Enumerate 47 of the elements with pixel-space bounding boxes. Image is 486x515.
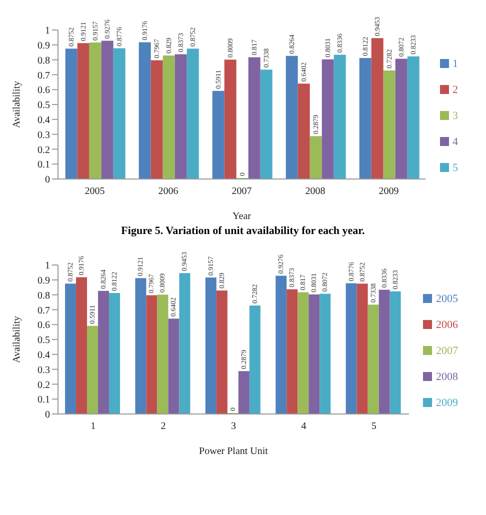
y-tick-label: 0.1 bbox=[38, 394, 50, 406]
legend-label: 3 bbox=[452, 110, 458, 122]
legend-label: 2 bbox=[452, 84, 458, 96]
caption: Figure 5. Variation of unit availability for each year. bbox=[120, 225, 366, 237]
y-tick-label: 0 bbox=[45, 410, 50, 421]
legend-label: 5 bbox=[452, 162, 458, 174]
legend-label: 4 bbox=[452, 136, 458, 148]
x-tick-label: 5 bbox=[371, 421, 376, 432]
x-tick-label: 2008 bbox=[305, 186, 326, 198]
x-tick-label: 2 bbox=[160, 421, 166, 432]
y-axis-title: Availability bbox=[12, 316, 23, 364]
y-tick-label: 0.1 bbox=[38, 160, 50, 171]
legend-label: 2008 bbox=[436, 370, 458, 382]
x-axis-title: Power Plant Unit bbox=[199, 446, 268, 457]
x-tick-label: 4 bbox=[301, 421, 306, 432]
x-tick-label: 2005 bbox=[84, 186, 105, 198]
x-tick-label: 2006 bbox=[158, 186, 178, 198]
y-tick-label: 0.3 bbox=[38, 364, 50, 376]
legend-label: 2005 bbox=[436, 292, 458, 304]
y-tick-label: 0.2 bbox=[38, 380, 50, 391]
y-tick-label: 0.4 bbox=[38, 350, 50, 361]
legend-label: 1 bbox=[452, 58, 458, 70]
y-tick-label: 0.9 bbox=[38, 275, 50, 286]
y-tick-label: 0.7 bbox=[38, 70, 50, 82]
y-tick-label: 0.6 bbox=[38, 320, 50, 332]
legend-label: 2007 bbox=[436, 344, 458, 356]
y-tick-label: 0.8 bbox=[38, 55, 50, 66]
y-tick-label: 0.2 bbox=[38, 144, 50, 156]
x-tick-label: 1 bbox=[90, 421, 96, 432]
y-tick-label: 0.6 bbox=[38, 85, 50, 96]
y-tick-label: 1 bbox=[45, 26, 50, 37]
y-tick-label: 0.4 bbox=[38, 114, 50, 126]
y-tick-label: 1 bbox=[45, 260, 50, 272]
x-axis-title: Year bbox=[232, 211, 252, 222]
y-tick-label: 0 bbox=[45, 174, 50, 186]
y-axis-title: Availability bbox=[12, 80, 23, 128]
y-tick-label: 0.8 bbox=[38, 290, 50, 302]
y-tick-label: 0.5 bbox=[38, 335, 50, 346]
legend-label: 2009 bbox=[436, 396, 458, 408]
y-tick-label: 0.5 bbox=[38, 100, 50, 112]
x-tick-label: 2009 bbox=[378, 186, 399, 198]
y-tick-label: 0.7 bbox=[38, 305, 50, 316]
x-tick-label: 2007 bbox=[232, 186, 252, 198]
x-tick-label: 3 bbox=[231, 421, 236, 432]
y-tick-label: 0.9 bbox=[38, 40, 50, 52]
legend-label: 2006 bbox=[436, 318, 458, 330]
y-tick-label: 0.3 bbox=[38, 130, 50, 141]
